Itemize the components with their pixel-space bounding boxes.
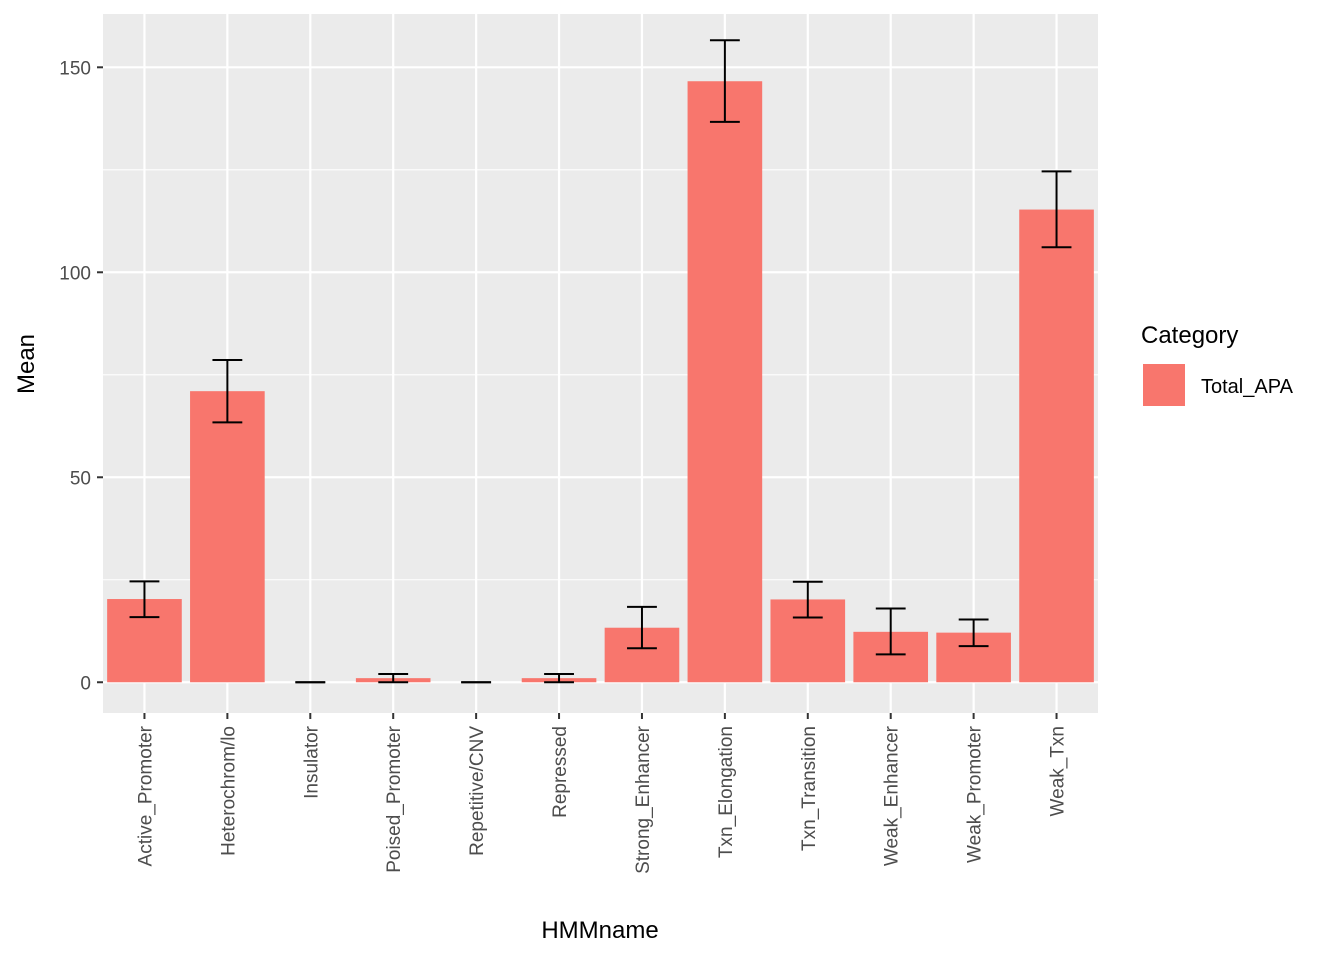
legend-label-total-apa: Total_APA: [1201, 376, 1294, 398]
y-tick-label: 150: [59, 58, 91, 79]
x-tick-label: Weak_Txn: [1048, 726, 1069, 816]
x-tick-label: Repetitive/CNV: [467, 726, 488, 856]
y-tick-label: 50: [70, 468, 91, 489]
x-tick-label: Weak_Enhancer: [882, 725, 903, 866]
x-tick-label: Heterochrom/lo: [218, 726, 239, 856]
grid-minor: [103, 169, 1098, 581]
legend-title: Category: [1141, 322, 1238, 349]
x-tick-label: Txn_Transition: [799, 726, 820, 851]
bar: [1019, 209, 1094, 683]
x-tick-label: Active_Promoter: [135, 725, 156, 866]
plot-panel: [103, 14, 1098, 713]
x-tick-label: Repressed: [550, 726, 571, 818]
x-tick-label: Strong_Enhancer: [633, 725, 654, 874]
bar: [190, 391, 265, 683]
bar: [687, 81, 763, 683]
legend-key-total-apa: [1143, 364, 1185, 406]
x-tick-label: Txn_Elongation: [716, 726, 737, 858]
x-axis: Active_Promoter Heterochrom/lo Insulator Po…: [135, 713, 1069, 874]
y-axis-title: Mean: [13, 334, 40, 394]
error-bars: [129, 39, 1072, 684]
y-axis: 0 50 100 150: [59, 58, 103, 694]
legend: Category Total_APA: [1141, 322, 1294, 406]
y-tick-label: 0: [80, 673, 91, 694]
x-tick-label: Poised_Promoter: [384, 725, 405, 872]
x-tick-label: Insulator: [301, 725, 322, 799]
x-tick-label: Weak_Promoter: [965, 725, 986, 863]
x-axis-title: HMMname: [541, 917, 658, 944]
y-tick-label: 100: [59, 263, 91, 284]
